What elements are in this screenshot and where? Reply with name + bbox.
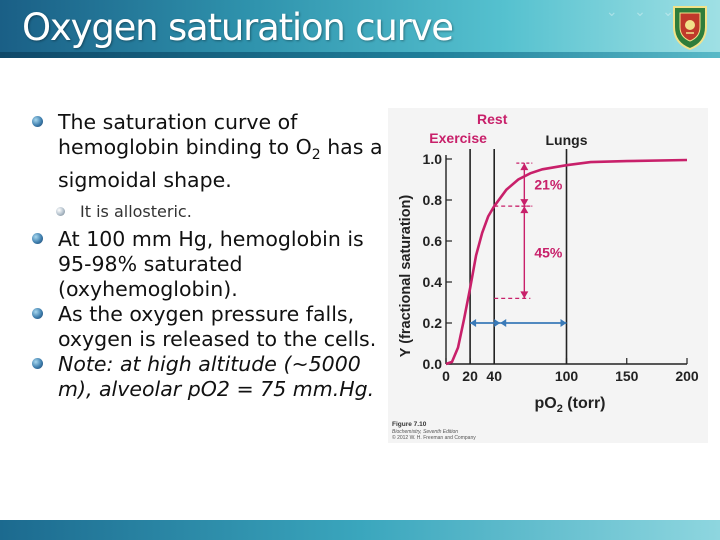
subscript: 2 bbox=[311, 147, 321, 164]
y-tick-label: 0.6 bbox=[423, 233, 443, 249]
y-tick-label: 0.2 bbox=[423, 315, 443, 331]
bullet-icon bbox=[32, 358, 43, 370]
bullet-item: As the oxygen pressure falls, oxygen is … bbox=[30, 302, 390, 352]
x-tick-label: 0 bbox=[442, 368, 450, 384]
lungs-arrow-head-right bbox=[494, 319, 501, 327]
sub-bullet-icon bbox=[56, 207, 65, 217]
x-tick-label: 100 bbox=[555, 368, 579, 384]
birds-decoration: ⌄ ⌄ ⌄ bbox=[605, 4, 680, 20]
annotation-label: 45% bbox=[534, 244, 563, 260]
figure-caption-book: Biochemistry, Seventh Edition bbox=[392, 429, 458, 435]
reference-line-label: Lungs bbox=[546, 132, 588, 148]
x-tick-label: 200 bbox=[675, 368, 699, 384]
sub-bullet-item: It is allosteric. bbox=[54, 201, 390, 223]
bullet-text: The saturation curve of hemoglobin bindi… bbox=[58, 110, 312, 159]
y-tick-label: 0.8 bbox=[423, 192, 443, 208]
bullet-icon bbox=[32, 233, 43, 245]
title-underline bbox=[0, 52, 720, 58]
bullet-text-cont: has a sigmoidal shape. bbox=[58, 135, 383, 193]
bullet-text: As the oxygen pressure falls, oxygen is … bbox=[58, 302, 377, 352]
lungs-arrow-head-left bbox=[500, 319, 507, 327]
title-bar: ⌄ ⌄ ⌄ Oxygen saturation curve bbox=[0, 0, 720, 58]
reference-line-label: Exercise bbox=[429, 130, 487, 146]
bullet-list: The saturation curve of hemoglobin bindi… bbox=[30, 110, 390, 402]
x-tick-label: 20 bbox=[462, 368, 478, 384]
bullet-icon bbox=[32, 308, 43, 320]
lungs-arrow-head-left bbox=[470, 319, 477, 327]
footer-bar bbox=[0, 520, 720, 540]
bullet-icon bbox=[32, 116, 43, 127]
bullet-text: It is allosteric. bbox=[80, 202, 192, 222]
bullet-item: Note: at high altitude (~5000 m), alveol… bbox=[30, 352, 390, 402]
x-axis-label: pO2 (torr) bbox=[535, 395, 606, 415]
y-tick-label: 1.0 bbox=[423, 151, 443, 167]
saturation-chart: 0.0 0.2 0.4 0.6 0.8 1.0 0 20 40 100 150 200 Exercis… bbox=[392, 111, 699, 441]
reference-line-label: Rest bbox=[477, 111, 508, 127]
saturation-figure: 0.0 0.2 0.4 0.6 0.8 1.0 0 20 40 100 150 200 Exercis… bbox=[388, 108, 708, 443]
annotation-arrow-head bbox=[520, 291, 529, 299]
saturation-curve bbox=[445, 158, 688, 366]
y-tick-label: 0.4 bbox=[423, 274, 443, 290]
x-tick-label: 40 bbox=[486, 368, 502, 384]
annotation-arrow-head bbox=[520, 199, 529, 207]
lungs-arrow-head-right bbox=[560, 319, 567, 327]
annotation-arrow-head bbox=[520, 206, 529, 214]
bullet-text: Note: at high altitude (~5000 m), alveol… bbox=[58, 352, 375, 402]
y-tick-label: 0.0 bbox=[423, 356, 443, 372]
y-axis-label: Y (fractional saturation) bbox=[398, 195, 414, 358]
annotation-arrow-head bbox=[520, 163, 529, 171]
university-crest-icon bbox=[673, 6, 707, 51]
figure-caption-title: Figure 7.10 bbox=[392, 421, 427, 428]
slide-title: Oxygen saturation curve bbox=[22, 6, 454, 49]
bullet-item: The saturation curve of hemoglobin bindi… bbox=[30, 110, 390, 193]
x-tick-label: 150 bbox=[615, 368, 639, 384]
bullet-item: At 100 mm Hg, hemoglobin is 95-98% satur… bbox=[30, 227, 390, 302]
figure-caption-copyright: © 2012 W. H. Freeman and Company bbox=[392, 434, 476, 441]
annotation-label: 21% bbox=[534, 177, 563, 193]
bullet-text: At 100 mm Hg, hemoglobin is 95-98% satur… bbox=[58, 227, 364, 302]
